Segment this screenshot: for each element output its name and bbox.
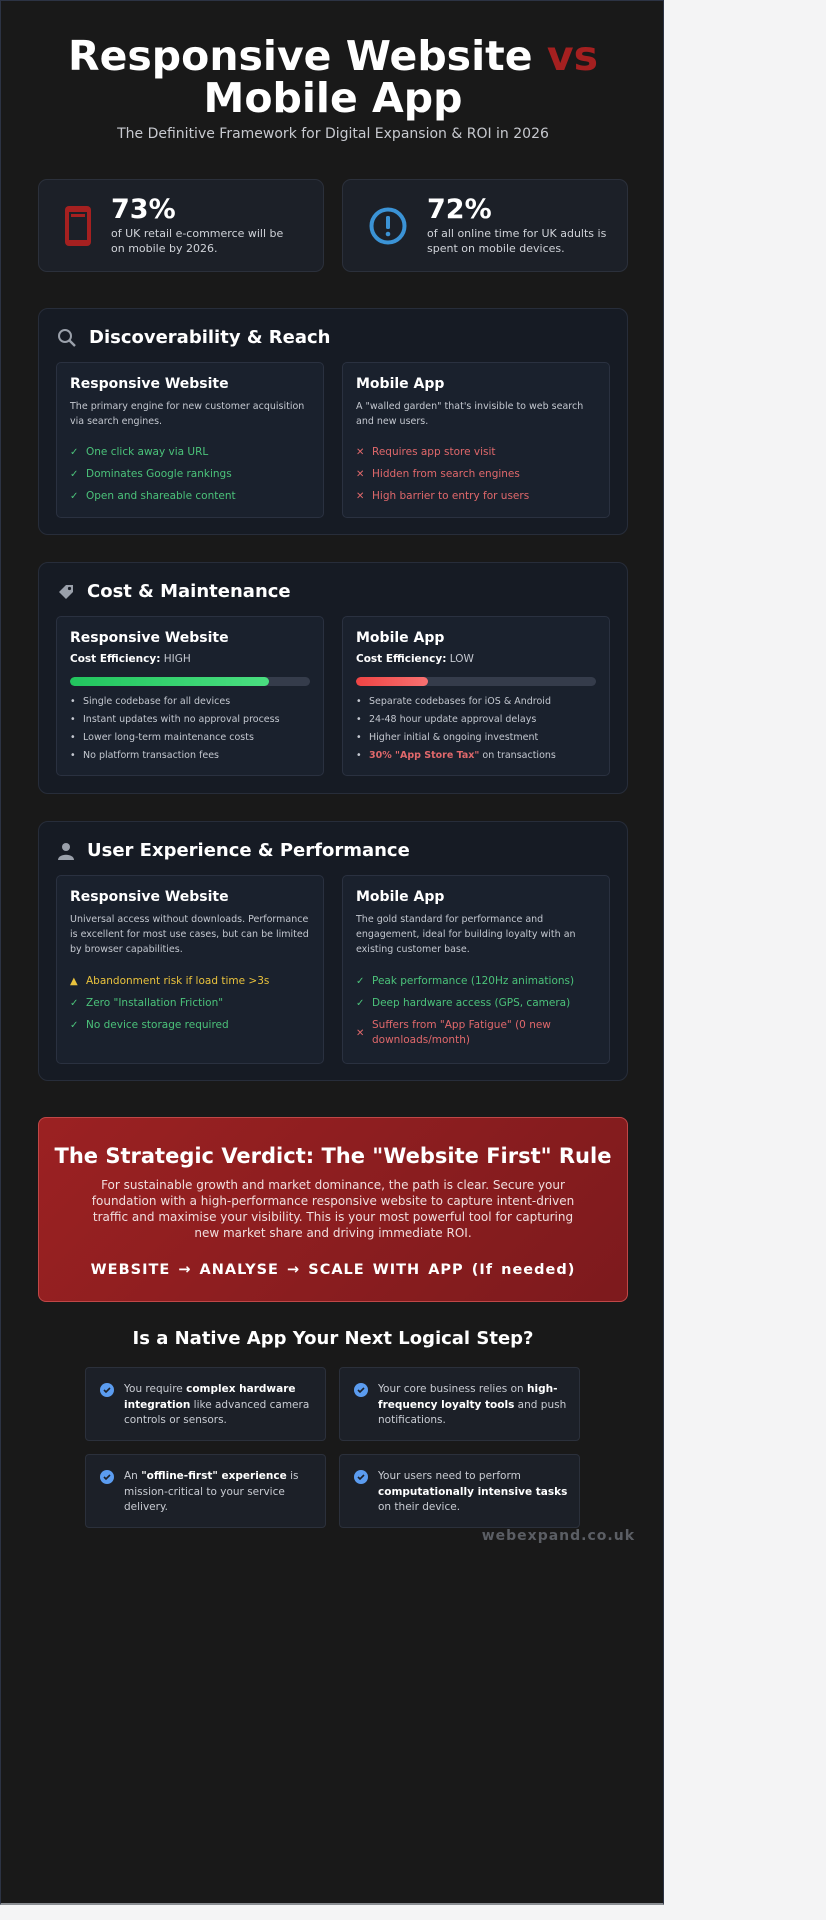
verdict-title: The Strategic Verdict: The "Website Firs…: [54, 1144, 612, 1168]
list-item: ✓ One click away via URL: [70, 446, 209, 458]
stat-text: of UK retail e-commerce will be on mobil…: [111, 226, 284, 255]
check-circle-icon: [354, 1383, 368, 1397]
section-title: Cost & Maintenance: [87, 581, 291, 602]
section-ux: User Experience & Performance Responsive…: [38, 821, 628, 1081]
list-item: 24-48 hour update approval delays: [356, 714, 596, 726]
cost-efficiency-bar: [70, 677, 310, 686]
list-item: Higher initial & ongoing investment: [356, 732, 596, 744]
list-item: ✓ Deep hardware access (GPS, camera): [356, 997, 571, 1009]
cost-efficiency: Cost Efficiency: HIGH: [70, 653, 191, 665]
check-icon: ✓: [70, 998, 79, 1009]
page-title: Responsive Website vs Mobile App: [68, 32, 598, 122]
check-circle-icon: [100, 1383, 114, 1397]
check-icon: ✓: [70, 1020, 79, 1031]
cost-efficiency: Cost Efficiency: LOW: [356, 653, 474, 665]
card-description: Universal access without downloads. Perf…: [70, 914, 309, 955]
cost-efficiency-bar: [356, 677, 596, 686]
app-card: Mobile App The gold standard for perform…: [342, 875, 610, 1064]
list-item: ✕ High barrier to entry for users: [356, 490, 530, 502]
footer-brand[interactable]: webexpand.co.uk: [481, 1528, 635, 1544]
verdict-banner: The Strategic Verdict: The "Website Firs…: [38, 1117, 628, 1302]
website-card: Responsive Website Cost Efficiency: HIGH…: [56, 616, 324, 776]
stat-text: of all online time for UK adults is spen…: [427, 226, 607, 255]
check-icon: ✓: [70, 469, 79, 480]
section-title: Discoverability & Reach: [89, 327, 331, 348]
section-discoverability: Discoverability & Reach Responsive Websi…: [38, 308, 628, 535]
website-card: Responsive Website The primary engine fo…: [56, 362, 324, 518]
list-item: ▲ Abandonment risk if load time >3s: [70, 975, 270, 987]
cross-icon: ✕: [356, 1027, 365, 1039]
cross-icon: ✕: [356, 491, 365, 502]
list-item: ✕ Hidden from search engines: [356, 468, 520, 480]
criteria-card: Your core business relies on high-freque…: [339, 1367, 580, 1441]
card-title: Mobile App: [356, 630, 445, 646]
search-icon: [58, 328, 76, 347]
cross-icon: ✕: [356, 447, 365, 458]
card-description: A "walled garden" that's invisible to we…: [356, 401, 584, 427]
card-title: Mobile App: [356, 889, 445, 905]
section-cost: Cost & Maintenance Responsive Website Co…: [38, 562, 628, 794]
list-item: ✕ Suffers from "App Fatigue" (0 new downl…: [356, 1019, 551, 1046]
list-item: No platform transaction fees: [70, 750, 310, 762]
stat-card-online-time: 72% of all online time for UK adults is s…: [342, 179, 628, 272]
website-card: Responsive Website Universal access with…: [56, 875, 324, 1064]
subtitle: The Definitive Framework for Digital Exp…: [117, 126, 549, 142]
list-item: ✓ No device storage required: [70, 1019, 229, 1031]
check-circle-icon: [354, 1470, 368, 1484]
list-item: Lower long-term maintenance costs: [70, 732, 310, 744]
exclamation-circle-icon: [369, 207, 407, 244]
arrow-icon: →: [178, 1262, 192, 1278]
section-title: User Experience & Performance: [87, 840, 410, 861]
app-card: Mobile App A "walled garden" that's invi…: [342, 362, 610, 518]
list-item: ✓ Peak performance (120Hz animations): [356, 975, 575, 987]
list-item: Instant updates with no approval process: [70, 714, 310, 726]
tag-icon: [59, 584, 73, 599]
cross-icon: ✕: [356, 469, 365, 480]
check-circle-icon: [100, 1470, 114, 1484]
next-step-title: Is a Native App Your Next Logical Step?: [132, 1328, 534, 1349]
infographic: Responsive Website vs Mobile App The Defi…: [0, 0, 664, 1905]
list-item: Separate codebases for iOS & Android: [356, 696, 596, 708]
warning-icon: ▲: [70, 976, 78, 987]
card-title: Responsive Website: [70, 376, 229, 392]
mobile-phone-icon: [65, 205, 91, 246]
stat-card-ecommerce: 73% of UK retail e-commerce will be on mo…: [38, 179, 324, 272]
check-icon: ✓: [356, 998, 365, 1009]
card-description: The primary engine for new customer acqu…: [70, 401, 305, 427]
check-icon: ✓: [70, 491, 79, 502]
stat-value: 72%: [427, 193, 492, 225]
check-icon: ✓: [356, 976, 365, 987]
card-title: Responsive Website: [70, 630, 229, 646]
criteria-card: You require complex hardware integration…: [85, 1367, 326, 1441]
criteria-card: Your users need to perform computational…: [339, 1454, 580, 1528]
verdict-body: For sustainable growth and market domina…: [91, 1178, 575, 1240]
arrow-icon: →: [287, 1262, 301, 1278]
list-item: ✓ Zero "Installation Friction": [70, 997, 224, 1009]
list-item: ✕ Requires app store visit: [356, 446, 496, 458]
criteria-card: An "offline-first" experience is mission…: [85, 1454, 326, 1528]
list-item: ✓ Dominates Google rankings: [70, 468, 232, 480]
check-icon: ✓: [70, 447, 79, 458]
user-icon: [58, 842, 74, 860]
app-card: Mobile App Cost Efficiency: LOW Separate…: [342, 616, 610, 776]
stat-value: 73%: [111, 193, 176, 225]
list-item: 30% "App Store Tax" on transactions: [356, 750, 596, 762]
list-item: ✓ Open and shareable content: [70, 490, 236, 502]
verdict-flow: WEBSITE → ANALYSE → SCALE WITH APP (If n…: [90, 1262, 576, 1278]
list-item: Single codebase for all devices: [70, 696, 310, 708]
card-title: Mobile App: [356, 376, 445, 392]
card-title: Responsive Website: [70, 889, 229, 905]
card-description: The gold standard for performance and en…: [356, 914, 576, 955]
